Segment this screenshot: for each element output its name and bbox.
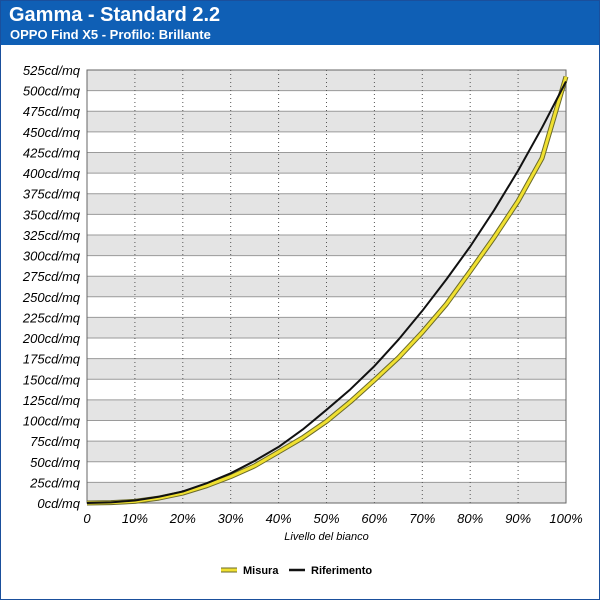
x-tick-label: 50% [313,511,339,526]
grid-band [87,193,566,215]
chart-header: Gamma - Standard 2.2 OPPO Find X5 - Prof… [1,1,599,45]
chart-subtitle: OPPO Find X5 - Profilo: Brillante [10,27,211,42]
y-tick-label: 50cd/mq [30,455,81,470]
y-tick-label: 350cd/mq [23,207,81,222]
x-tick-label: 100% [549,511,582,526]
grid-band [87,441,566,462]
y-tick-label: 400cd/mq [23,166,81,181]
x-tick-label: 80% [457,511,483,526]
series-line-misura [86,76,568,505]
y-tick-label: 325cd/mq [23,228,81,243]
y-tick-label: 250cd/mq [22,290,81,305]
y-tick-label: 300cd/mq [23,249,81,264]
y-tick-label: 375cd/mq [23,187,81,202]
y-tick-label: 200cd/mq [22,331,81,346]
y-tick-label: 175cd/mq [23,352,81,367]
grid-band [87,111,566,132]
grid-band [87,234,566,256]
x-tick-label: 40% [266,511,292,526]
x-tick-label: 30% [218,511,244,526]
grid-band [87,90,566,112]
chart-title: Gamma - Standard 2.2 [9,4,221,26]
grid-band [87,214,566,235]
x-axis-label: Livello del bianco [284,531,368,543]
y-tick-label: 25cd/mq [29,475,81,490]
y-tick-label: 75cd/mq [30,434,81,449]
y-tick-label: 450cd/mq [23,125,81,140]
y-tick-label: 125cd/mq [23,393,81,408]
y-tick-label: 225cd/mq [22,310,81,325]
x-tick-label: 90% [505,511,531,526]
legend-label-riferimento: Riferimento [311,565,372,577]
y-tick-label: 100cd/mq [23,414,81,429]
plot-border [86,69,567,504]
x-tick-label: 70% [409,511,435,526]
grid-band [87,461,566,483]
y-tick-label: 525cd/mq [23,63,81,78]
x-tick-label: 10% [122,511,148,526]
grid-band [87,317,566,339]
grid-band [87,255,566,277]
y-tick-label: 425cd/mq [23,145,81,160]
y-tick-label: 0cd/mq [37,496,80,511]
y-tick-label: 475cd/mq [23,104,81,119]
grid-band [87,358,566,380]
grid-band [87,173,566,194]
y-tick-label: 150cd/mq [23,372,81,387]
legend-label-misura: Misura [243,565,279,577]
y-tick-label: 500cd/mq [23,84,81,99]
grid-band [87,70,566,91]
x-tick-label: 60% [361,511,387,526]
y-tick-label: 275cd/mq [22,269,81,284]
x-tick-label: 20% [169,511,196,526]
grid-band [87,379,566,400]
x-tick-label: 0 [83,511,91,526]
grid-band [87,338,566,359]
series-line-riferimento [86,81,567,504]
